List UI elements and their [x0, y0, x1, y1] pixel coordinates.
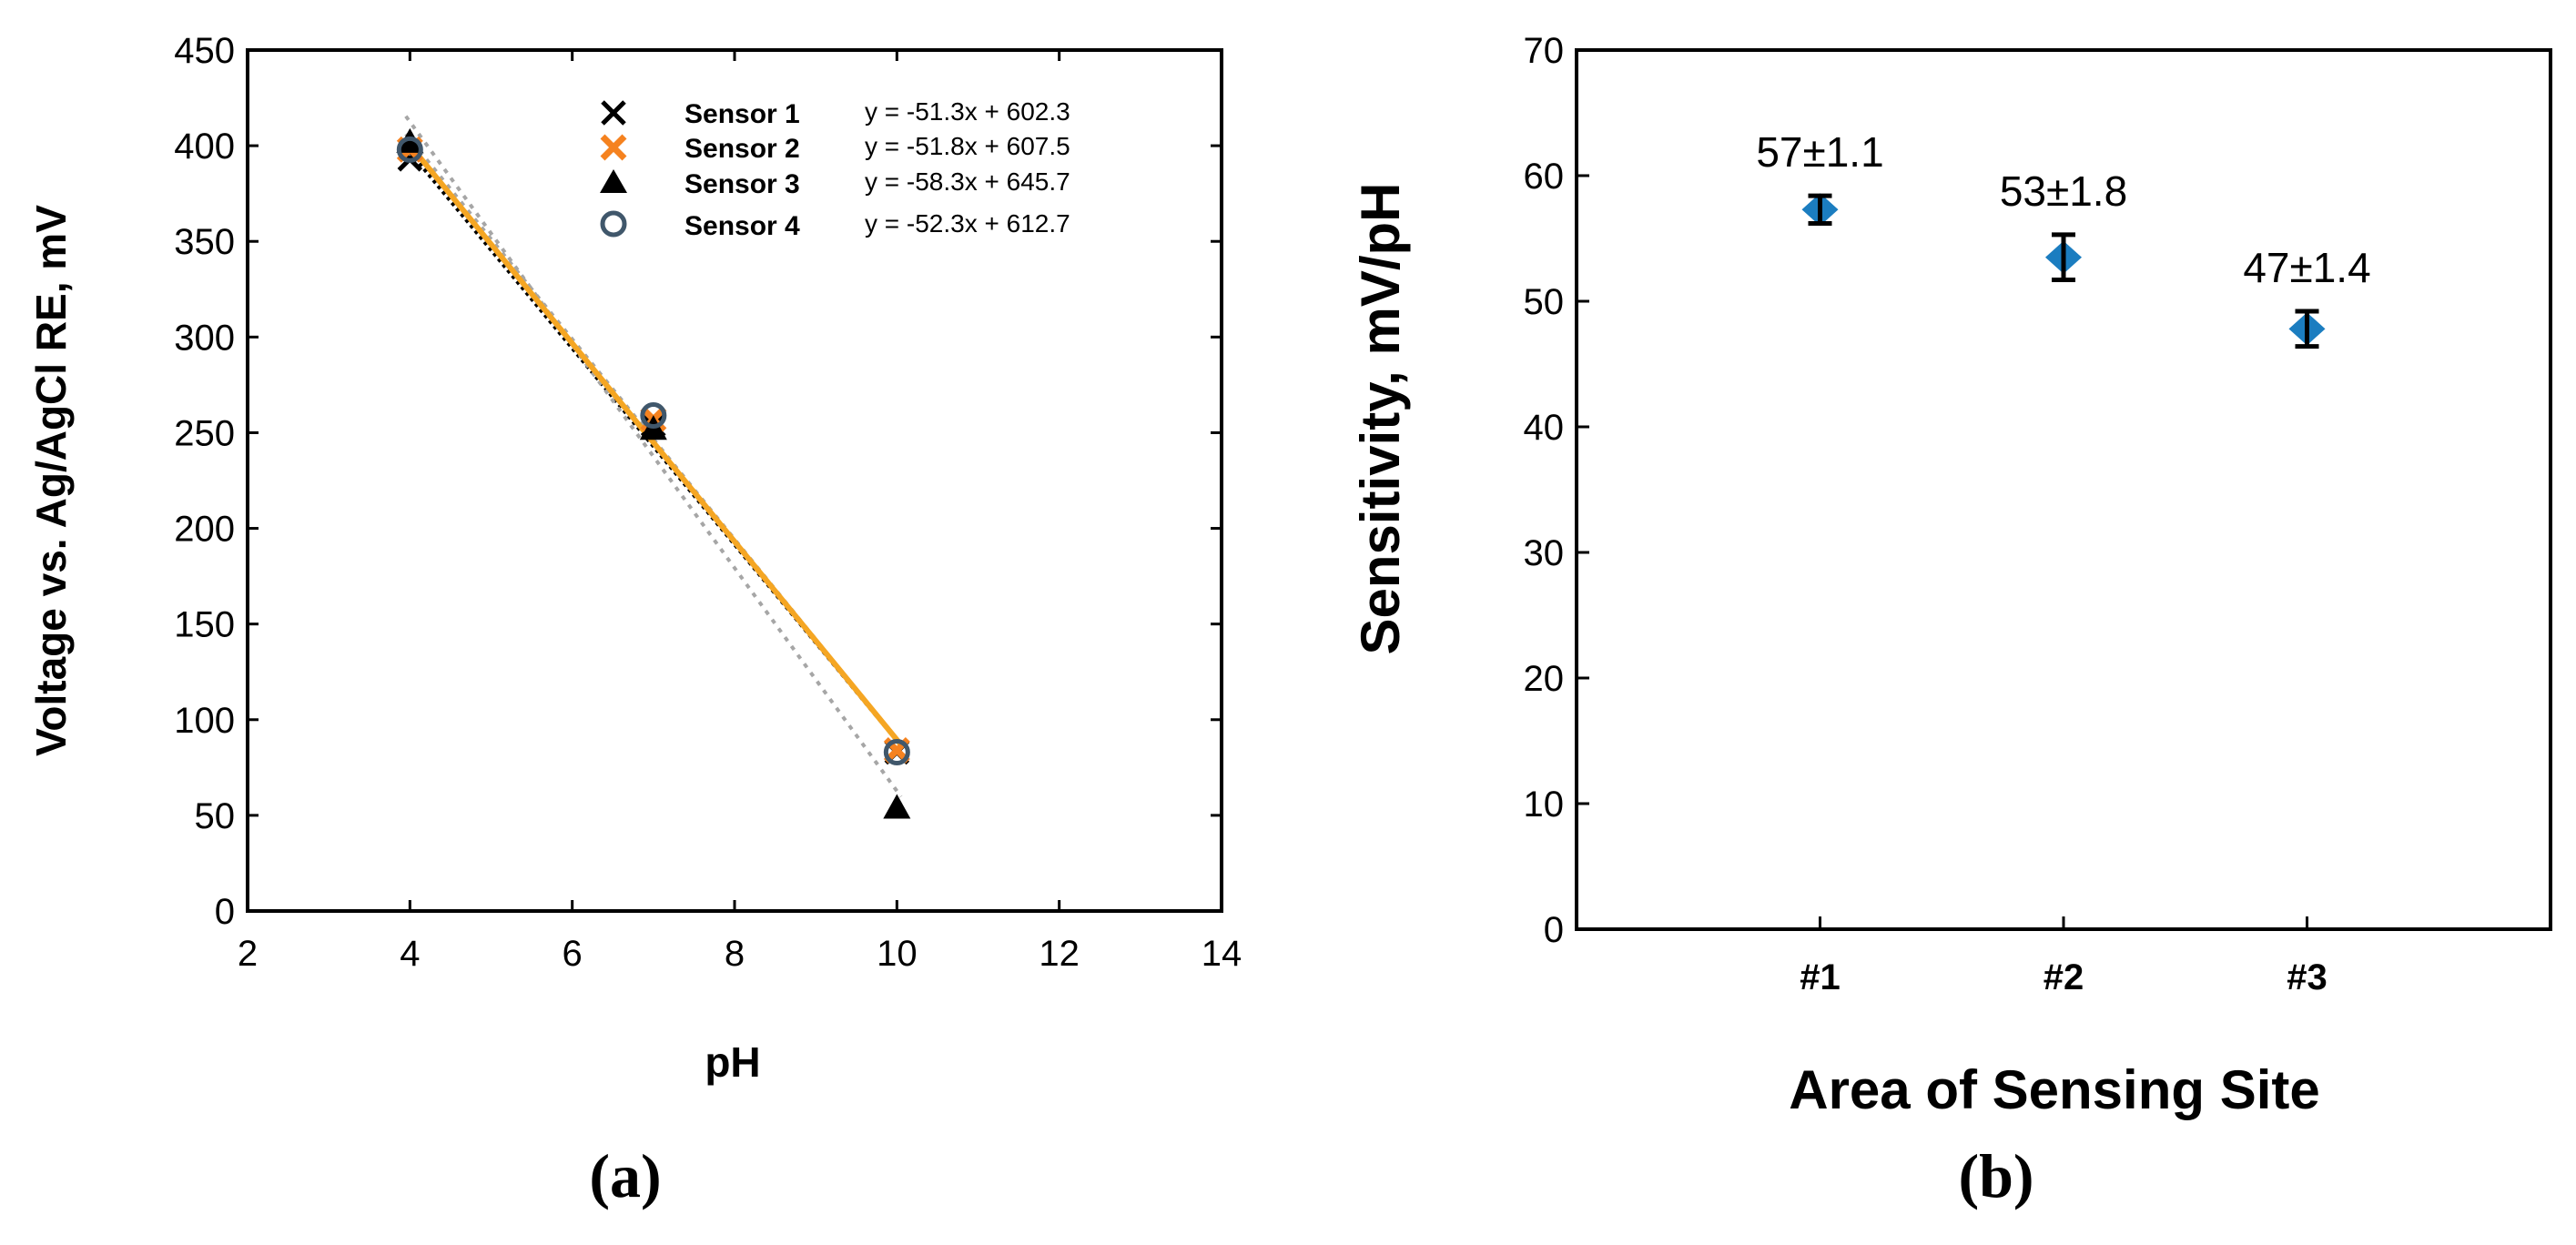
trendline-sensor-2	[403, 138, 904, 747]
chart-b-x-axis-title: Area of Sensing Site	[1789, 1059, 2319, 1120]
x-tick-label: #1	[1800, 957, 1841, 997]
point-sensor-3	[883, 794, 911, 819]
y-tick-label: 0	[215, 892, 235, 932]
point-sensor-4	[396, 136, 423, 163]
y-tick-label: 400	[174, 127, 235, 167]
x-tick-label: 12	[1039, 934, 1080, 974]
chart-a-x-axis-title: pH	[705, 1038, 760, 1086]
y-tick-label: 250	[174, 413, 235, 453]
chart-a: 0 50 100 150 200 250 300 350 400 450 2 4 6 8 10 12 14 V…	[27, 31, 1242, 1210]
y-tick-label: 100	[174, 701, 235, 741]
legend-entry-sensor-3: Sensor 3 y = -58.3x + 645.7	[600, 167, 1070, 199]
legend-label-sensor-4: Sensor 4	[685, 211, 800, 241]
point-sensor-4	[640, 402, 667, 430]
chart-a-y-axis: 0 50 100 150 200 250 300 350 400 450	[174, 31, 1222, 932]
chart-a-trendlines	[403, 115, 904, 798]
legend-entry-sensor-4: Sensor 4 y = -52.3x + 612.7	[600, 209, 1070, 241]
y-tick-label: 10	[1524, 784, 1565, 825]
data-label: 47±1.4	[2243, 244, 2370, 291]
legend-marker-sensor-1	[601, 100, 626, 126]
legend-entry-sensor-2: Sensor 2 y = -51.8x + 607.5	[600, 132, 1070, 164]
chart-a-x-axis: 2 4 6 8 10 12 14	[238, 50, 1242, 974]
legend-entry-sensor-1: Sensor 1 y = -51.3x + 602.3	[601, 97, 1070, 129]
data-label: 53±1.8	[2000, 167, 2127, 215]
x-tick-label: 10	[877, 934, 918, 974]
chart-b-data-points: 57±1.1 53±1.8 47±1.4	[1756, 128, 2371, 349]
chart-a-data-points	[396, 127, 911, 819]
legend-equation-sensor-2: y = -51.8x + 607.5	[865, 132, 1070, 160]
legend-label-sensor-2: Sensor 2	[685, 134, 800, 164]
panel-a-label: (a)	[589, 1141, 661, 1210]
legend-marker-sensor-2	[600, 134, 627, 161]
x-tick-label: 14	[1202, 934, 1242, 974]
chart-b-y-axis-title: Sensitivity, mV/pH	[1350, 182, 1411, 654]
x-tick-label: 6	[563, 934, 583, 974]
x-tick-label: 4	[400, 934, 420, 974]
legend-equation-sensor-3: y = -58.3x + 645.7	[865, 167, 1070, 196]
sensitivity-point-3: 47±1.4	[2243, 244, 2371, 349]
y-tick-label: 40	[1524, 408, 1565, 448]
chart-b-y-axis: 0 10 20 30 40 50 60 70	[1524, 31, 1589, 950]
legend-equation-sensor-1: y = -51.3x + 602.3	[865, 97, 1070, 126]
y-tick-label: 200	[174, 510, 235, 550]
y-tick-label: 450	[174, 31, 235, 71]
legend-label-sensor-1: Sensor 1	[685, 99, 800, 129]
legend-label-sensor-3: Sensor 3	[685, 169, 800, 199]
legend-marker-sensor-3	[600, 169, 627, 193]
legend-equation-sensor-4: y = -52.3x + 612.7	[865, 209, 1070, 238]
y-tick-label: 20	[1524, 659, 1565, 699]
y-tick-label: 50	[1524, 282, 1565, 322]
y-tick-label: 50	[195, 796, 236, 836]
chart-a-y-axis-title: Voltage vs. Ag/AgCl RE, mV	[27, 205, 75, 756]
y-tick-label: 0	[1544, 910, 1564, 950]
x-tick-label: #3	[2287, 957, 2328, 997]
y-tick-label: 30	[1524, 533, 1565, 573]
panel-b-label: (b)	[1958, 1141, 2033, 1210]
y-tick-label: 150	[174, 605, 235, 645]
x-tick-label: 8	[725, 934, 745, 974]
point-sensor-4	[883, 739, 910, 766]
trendline-sensor-3	[404, 115, 903, 798]
data-label: 57±1.1	[1756, 128, 1883, 176]
y-tick-label: 70	[1524, 31, 1565, 71]
chart-a-legend: Sensor 1 y = -51.3x + 602.3 Sensor 2 y =…	[600, 97, 1070, 241]
y-tick-label: 300	[174, 318, 235, 358]
chart-b-x-axis: #1 #2 #3	[1800, 916, 2328, 997]
x-tick-label: 2	[238, 934, 258, 974]
y-tick-label: 350	[174, 222, 235, 262]
x-tick-label: #2	[2044, 957, 2084, 997]
y-tick-label: 60	[1524, 157, 1565, 197]
legend-marker-sensor-4	[600, 210, 627, 238]
chart-b: 0 10 20 30 40 50 60 70 #1 #2 #3 57±1.1 53±1.8 47±1.…	[1350, 31, 2552, 1210]
sensitivity-point-2: 53±1.8	[2000, 167, 2127, 283]
sensitivity-point-1: 57±1.1	[1756, 128, 1884, 227]
